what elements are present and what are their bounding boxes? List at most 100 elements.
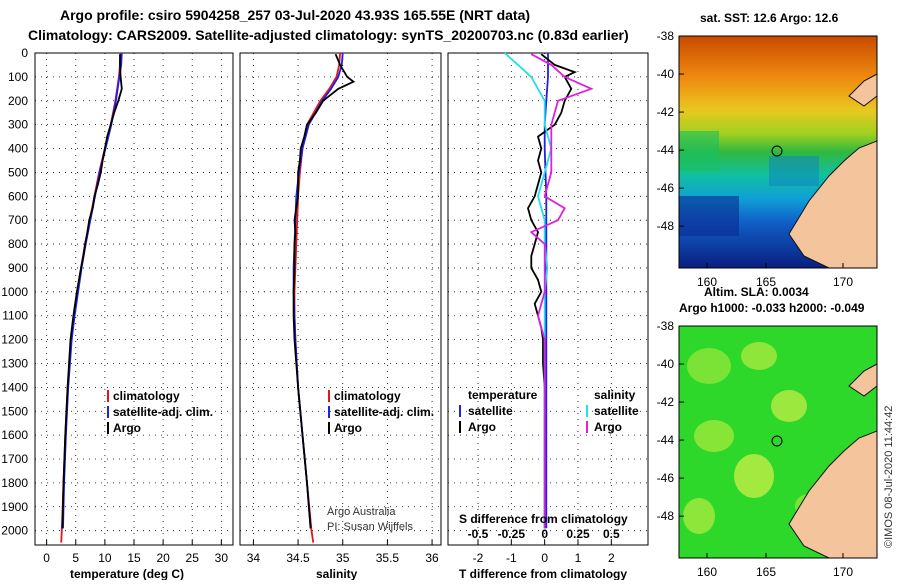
sla-map-axes: -38 -40 -42 -44 -46 -48 160 165 170 xyxy=(657,319,854,579)
sla-map-image xyxy=(679,326,877,558)
map-lat-label: -48 xyxy=(657,219,675,233)
legend-s-satellite-label: satellite xyxy=(594,404,639,418)
legend-climatology-label: climatology xyxy=(334,389,401,403)
series-argo xyxy=(61,54,123,529)
sst-map-image xyxy=(679,36,877,268)
map-lon-label: 170 xyxy=(833,275,853,289)
depth-tick-label: 100 xyxy=(8,70,28,84)
salinity-panel xyxy=(239,52,442,546)
map-lon-label: 160 xyxy=(697,275,717,289)
depth-tick-label: 1300 xyxy=(1,356,28,370)
x-tick-label: 0 xyxy=(43,551,50,565)
depth-tick-label: 0 xyxy=(21,46,28,60)
depth-axis: 0 100 200 300 400 500 600 700 800 900 1000 1100 1200… xyxy=(1,46,28,538)
credit-line1: Argo Australia xyxy=(327,506,396,518)
legend-climatology-label: climatology xyxy=(113,389,180,403)
map-lat-label: -40 xyxy=(657,357,675,371)
legend-temperature-title: temperature xyxy=(468,388,538,402)
temperature-legend: climatology satellite-adj. clim. Argo xyxy=(107,389,213,435)
depth-tick-label: 900 xyxy=(8,261,28,275)
map-lat-label: -48 xyxy=(657,509,675,523)
land-north xyxy=(848,73,877,107)
legend-s-argo-label: Argo xyxy=(594,420,622,434)
map-lat-label: -42 xyxy=(657,105,675,119)
difference-xlabel: T difference from climatology xyxy=(459,567,627,580)
depth-tick-label: 200 xyxy=(8,94,28,108)
map-lat-label: -44 xyxy=(657,143,675,157)
figure-title-line2: Climatology: CARS2009. Satellite-adjuste… xyxy=(28,27,629,43)
x-tick-label: 34 xyxy=(247,551,261,565)
s-tick-label: -0.25 xyxy=(498,527,526,541)
series-argo xyxy=(292,53,356,529)
sst-map-axes: -38 -40 -42 -44 -46 -48 160 165 170 xyxy=(657,29,854,289)
land-south-island xyxy=(788,140,877,268)
depth-tick-label: 1900 xyxy=(1,500,28,514)
x-tick-label: 2 xyxy=(608,551,615,565)
depth-tick-label: 400 xyxy=(8,142,28,156)
land-south-island xyxy=(788,430,877,558)
temperature-xlabel: temperature (deg C) xyxy=(70,567,184,580)
x-tick-label: 36 xyxy=(425,551,439,565)
s-tick-label: -0.5 xyxy=(468,527,489,541)
x-tick-label: -2 xyxy=(473,551,484,565)
salinity-legend: climatology satellite-adj. clim. Argo Ar… xyxy=(327,389,434,533)
map-lat-label: -38 xyxy=(657,319,675,333)
depth-tick-label: 1600 xyxy=(1,428,28,442)
x-tick-label: -1 xyxy=(506,551,517,565)
map-lat-label: -42 xyxy=(657,395,675,409)
x-tick-label: 1 xyxy=(575,551,582,565)
legend-t-satellite-label: satellite xyxy=(468,404,513,418)
depth-tick-label: 1700 xyxy=(1,452,28,466)
x-tick-label: 30 xyxy=(215,551,229,565)
sla-map: -38 -40 -42 -44 -46 -48 160 165 170 xyxy=(657,319,878,579)
series-salinity-argo xyxy=(529,53,594,529)
legend-t-argo-label: Argo xyxy=(468,420,496,434)
legend-argo-label: Argo xyxy=(334,421,362,435)
legend-salinity-title: salinity xyxy=(594,388,636,402)
footer-credit: ©IMOS 08-Jul-2020 11:44:42 xyxy=(883,406,895,548)
sla-map-title-line2: Argo h1000: -0.033 h2000: -0.049 xyxy=(679,301,865,315)
x-tick-label: 35 xyxy=(336,551,350,565)
depth-tick-label: 2000 xyxy=(1,524,28,538)
depth-tick-label: 800 xyxy=(8,237,28,251)
series-temperature-satellite xyxy=(543,53,549,529)
depth-tick-label: 1200 xyxy=(1,333,28,347)
depth-tick-label: 1800 xyxy=(1,476,28,490)
map-lat-label: -46 xyxy=(657,471,675,485)
x-axes: 0 5 10 15 20 25 30 34 34.5 35 35.5 36 -2 -1 0 1 2 -0.5 -0.… xyxy=(43,527,620,565)
depth-tick-label: 300 xyxy=(8,118,28,132)
x-tick-label: 0 xyxy=(541,551,548,565)
x-tick-label: 25 xyxy=(186,551,200,565)
figure-title-line1: Argo profile: csiro 5904258_257 03-Jul-2… xyxy=(60,7,530,23)
x-tick-label: 15 xyxy=(127,551,141,565)
float-position-marker xyxy=(771,145,783,157)
s-difference-axis-label: S difference from climatology xyxy=(459,512,628,526)
sla-map-title-line1: Altim. SLA: 0.0034 xyxy=(704,285,809,299)
depth-tick-label: 1400 xyxy=(1,380,28,394)
float-position-marker xyxy=(771,435,783,447)
map-lon-label: 160 xyxy=(697,565,717,579)
map-lon-label: 170 xyxy=(833,565,853,579)
map-lat-label: -44 xyxy=(657,433,675,447)
legend-satellite-label: satellite-adj. clim. xyxy=(113,405,213,419)
difference-legend: temperature salinity satellite Argo sate… xyxy=(459,388,639,526)
x-tick-label: 20 xyxy=(156,551,170,565)
map-lat-label: -38 xyxy=(657,29,675,43)
depth-tick-label: 1100 xyxy=(2,309,28,323)
depth-tick-label: 1500 xyxy=(1,404,28,418)
legend-argo-label: Argo xyxy=(113,421,141,435)
depth-tick-label: 500 xyxy=(8,165,28,179)
land-north xyxy=(848,363,877,397)
x-tick-label: 5 xyxy=(72,551,79,565)
s-tick-label: 0 xyxy=(541,527,548,541)
series-temperature-argo xyxy=(527,53,578,529)
x-tick-label: 35.5 xyxy=(376,551,400,565)
depth-tick-label: 1000 xyxy=(1,285,28,299)
depth-tick-label: 600 xyxy=(8,189,28,203)
map-lat-label: -46 xyxy=(657,181,675,195)
sst-map-title: sat. SST: 12.6 Argo: 12.6 xyxy=(700,11,839,25)
map-lon-label: 165 xyxy=(756,565,776,579)
s-tick-label: 0.5 xyxy=(603,527,620,541)
x-tick-label: 10 xyxy=(98,551,112,565)
